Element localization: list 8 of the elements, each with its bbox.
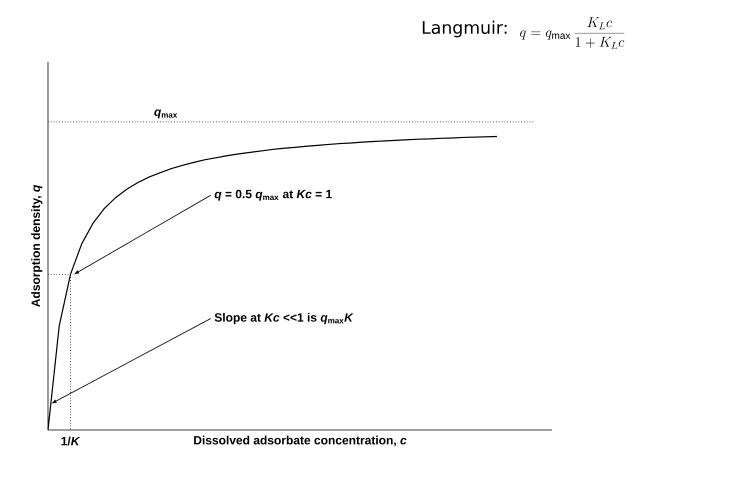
y-axis-title: Adsorption density, q xyxy=(31,184,42,307)
text: Langmuir: xyxy=(422,20,506,38)
annotation: q = 0.5 q$_{max}$ at Kc = 1 xyxy=(214,190,332,201)
text: $q = q_{\max}\,\frac{K_L c}{1+K_L c}$ xyxy=(520,17,624,49)
text: 1/K xyxy=(62,436,80,446)
annotation: Slope at Kc <<1 is q$_{max}$K xyxy=(214,312,354,324)
x-axis-title: Dissolved adsorbate concentration, c xyxy=(194,436,407,446)
ref-line-label: q$_{max}$ xyxy=(154,109,178,118)
